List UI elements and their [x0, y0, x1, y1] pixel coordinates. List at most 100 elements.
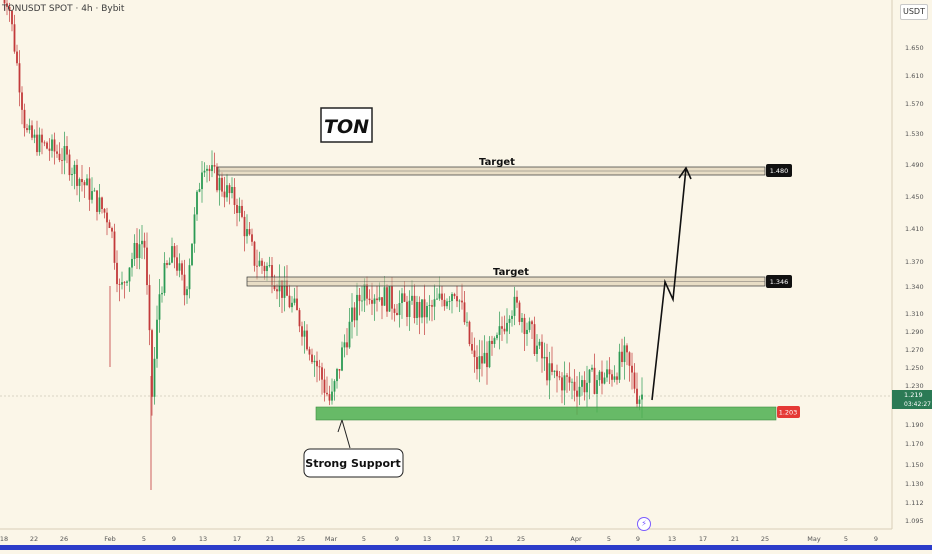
candle-body — [298, 310, 301, 327]
x-tick-label: 18 — [0, 535, 8, 543]
lightning-icon[interactable]: ⚡ — [637, 517, 651, 531]
target-level-badge — [766, 164, 792, 177]
candle-body — [551, 363, 553, 372]
candle-body — [406, 301, 408, 317]
candle-body — [16, 51, 18, 64]
candle-body — [81, 178, 83, 183]
candle-body — [603, 377, 606, 384]
candle-body — [38, 134, 41, 153]
target-level-value: 1.346 — [770, 278, 789, 286]
candle-body — [486, 352, 488, 368]
y-tick-label: 1.450 — [905, 193, 924, 201]
x-tick-label: 25 — [297, 535, 305, 543]
candle-body — [186, 289, 188, 296]
candle-body — [576, 390, 578, 397]
candle-body — [343, 342, 346, 348]
candle-body — [503, 328, 506, 332]
candle-body — [43, 142, 46, 144]
candle-body — [413, 295, 416, 319]
candle-body — [208, 168, 211, 172]
x-tick-label: 5 — [844, 535, 848, 543]
candle-body — [261, 260, 263, 266]
candle-body — [33, 134, 36, 138]
candle-body — [293, 298, 296, 303]
candle-body — [133, 242, 136, 259]
target-label: Target — [479, 157, 515, 168]
target-level-value: 1.480 — [770, 167, 789, 175]
candle-body — [618, 351, 621, 380]
candle-body — [11, 10, 13, 25]
candle-body — [76, 164, 78, 186]
title-box — [320, 107, 373, 143]
candle-body — [446, 301, 448, 307]
candle-body — [161, 292, 163, 295]
candle-body — [533, 324, 536, 354]
candle-body — [26, 128, 28, 131]
candle-body — [121, 282, 123, 285]
candle-body — [448, 301, 451, 302]
candle-body — [3, 0, 6, 4]
candle-body — [201, 172, 203, 190]
candle-body — [626, 345, 628, 353]
candle-body — [553, 370, 556, 372]
callout-pointer — [341, 419, 351, 449]
candle-body — [368, 298, 371, 301]
candle-body — [416, 301, 418, 319]
candle-body — [568, 376, 571, 383]
candle-body — [456, 296, 458, 302]
x-tick-label: 5 — [142, 535, 146, 543]
candle-body — [581, 380, 583, 387]
candle-body — [636, 388, 638, 404]
candle-body — [383, 287, 386, 306]
candle-body — [558, 376, 561, 378]
candle-body — [6, 3, 8, 7]
y-tick-label: 1.340 — [905, 283, 924, 291]
y-tick-label: 1.310 — [905, 310, 924, 318]
target-label: Target — [493, 267, 529, 278]
candle-body — [13, 24, 16, 52]
chart-title: TON — [324, 116, 369, 138]
candle-body — [236, 204, 238, 214]
candle-body — [483, 352, 486, 364]
candle-body — [73, 164, 76, 174]
candle-body — [601, 371, 603, 384]
candle-body — [471, 344, 473, 351]
candle-body — [258, 260, 261, 266]
currency-badge[interactable]: USDT — [900, 4, 928, 20]
candle-body — [118, 284, 121, 285]
y-tick-label: 1.112 — [905, 499, 924, 507]
candle-body — [113, 231, 116, 263]
pair-title: TONUSDT SPOT · 4h · Bybit — [2, 4, 125, 14]
candle-body — [398, 303, 401, 315]
y-tick-label: 1.650 — [905, 44, 924, 52]
candle-body — [36, 134, 38, 153]
candle-body — [556, 370, 558, 377]
candle-body — [301, 326, 303, 337]
candle-body — [196, 191, 198, 215]
candle-body — [141, 240, 143, 245]
candle-body — [21, 92, 23, 110]
candle-body — [593, 367, 596, 394]
candle-body — [41, 134, 43, 143]
candle-body — [451, 294, 453, 302]
candle-body — [631, 365, 633, 373]
candle-body — [241, 205, 243, 217]
candle-body — [326, 392, 328, 395]
candle-body — [526, 329, 528, 335]
candle-body — [488, 340, 491, 368]
candle-body — [623, 345, 626, 363]
x-tick-label: 21 — [266, 535, 274, 543]
candle-body — [341, 347, 343, 371]
candle-body — [381, 297, 383, 306]
candle-body — [86, 178, 88, 186]
x-tick-label: 17 — [233, 535, 241, 543]
support-callout-box — [303, 448, 404, 478]
candle-body — [543, 356, 546, 359]
candle-body — [633, 372, 636, 389]
x-tick-label: Apr — [570, 535, 582, 543]
candle-body — [151, 330, 153, 397]
candle-body — [138, 244, 141, 259]
candle-body — [221, 177, 223, 192]
